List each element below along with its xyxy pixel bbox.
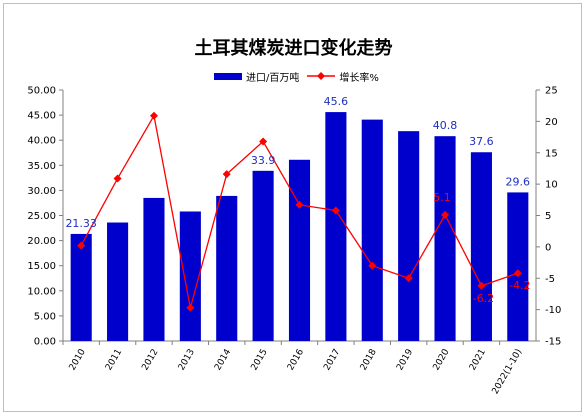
growth-marker — [149, 111, 158, 120]
bar — [70, 233, 92, 341]
x-tick-label: 2018 — [359, 347, 379, 372]
legend-label-growth: 增长率% — [339, 72, 379, 84]
bar-data-label: 45.6 — [324, 95, 349, 108]
growth-marker — [441, 210, 450, 219]
right-tick-label: 0 — [545, 242, 551, 253]
bar — [470, 152, 492, 341]
growth-marker — [404, 274, 413, 283]
growth-marker — [331, 206, 340, 215]
growth-data-label: -6.2 — [473, 292, 494, 305]
right-tick-label: 15 — [545, 148, 558, 159]
bar — [216, 195, 238, 341]
growth-marker — [259, 137, 268, 146]
x-tick-label: 2017 — [322, 348, 342, 373]
growth-data-label: 5.1 — [433, 191, 451, 204]
x-tick-label: 2010 — [68, 347, 88, 372]
x-tick-label: 2011 — [104, 348, 124, 373]
left-tick-label: 0.00 — [34, 337, 56, 348]
legend-item-import: 进口/百万吨 — [214, 69, 299, 84]
right-tick-label: -10 — [545, 305, 561, 316]
bar — [252, 170, 274, 341]
right-tick-label: 25 — [545, 86, 558, 97]
left-tick-label: 20.00 — [27, 236, 56, 247]
x-tick-label: 2015 — [250, 348, 270, 373]
right-tick-label: -15 — [545, 337, 561, 348]
left-tick-label: 45.00 — [27, 111, 56, 122]
left-tick-label: 10.00 — [27, 286, 56, 297]
bar — [107, 222, 129, 341]
legend-swatch-growth — [307, 72, 336, 80]
left-tick-label: 25.00 — [27, 211, 56, 222]
right-tick-label: 5 — [545, 211, 551, 222]
bar-data-label: 40.8 — [433, 119, 458, 132]
bar — [179, 211, 201, 341]
legend: 进口/百万吨 增长率% — [214, 68, 379, 84]
right-tick-label: -5 — [545, 274, 555, 285]
bar-data-label: 37.6 — [469, 135, 494, 148]
growth-marker — [368, 261, 377, 270]
growth-marker — [513, 269, 522, 278]
left-tick-label: 35.00 — [27, 161, 56, 172]
legend-label-import: 进口/百万吨 — [246, 72, 300, 84]
x-tick-label: 2013 — [177, 348, 197, 373]
x-tick-label: 2014 — [213, 347, 233, 372]
growth-marker — [113, 174, 122, 183]
left-tick-label: 15.00 — [27, 261, 56, 272]
x-tick-label: 2021 — [468, 348, 488, 373]
bar-data-label: 33.9 — [251, 154, 276, 167]
x-tick-label: 2019 — [395, 347, 415, 372]
right-tick-label: 20 — [545, 117, 558, 128]
bar — [143, 197, 165, 341]
left-tick-label: 5.00 — [34, 311, 56, 322]
growth-marker — [186, 303, 195, 312]
bar — [361, 119, 383, 341]
bar — [325, 112, 347, 341]
right-tick-label: 10 — [545, 180, 558, 191]
chart-title: 土耳其煤炭进口变化走势 — [194, 38, 393, 59]
growth-data-label: -4.2 — [509, 279, 530, 292]
x-tick-label: 2022(1-10) — [491, 348, 525, 397]
bar — [288, 159, 311, 341]
bar — [434, 136, 456, 341]
legend-item-growth: 增长率% — [307, 69, 379, 84]
left-tick-label: 50.00 — [27, 86, 56, 97]
bar-data-label: 29.6 — [506, 175, 531, 188]
bar-data-label: 21.33 — [65, 217, 97, 230]
growth-marker — [222, 170, 231, 179]
left-tick-label: 40.00 — [27, 136, 56, 147]
x-tick-label: 2016 — [286, 347, 306, 372]
x-tick-label: 2012 — [140, 348, 160, 373]
growth-marker — [77, 241, 86, 250]
left-tick-label: 30.00 — [27, 186, 56, 197]
x-tick-label: 2020 — [432, 347, 452, 372]
growth-marker — [295, 200, 304, 209]
growth-marker — [477, 281, 486, 290]
legend-swatch-import — [214, 72, 242, 80]
bar — [398, 131, 420, 341]
bar — [507, 192, 529, 341]
